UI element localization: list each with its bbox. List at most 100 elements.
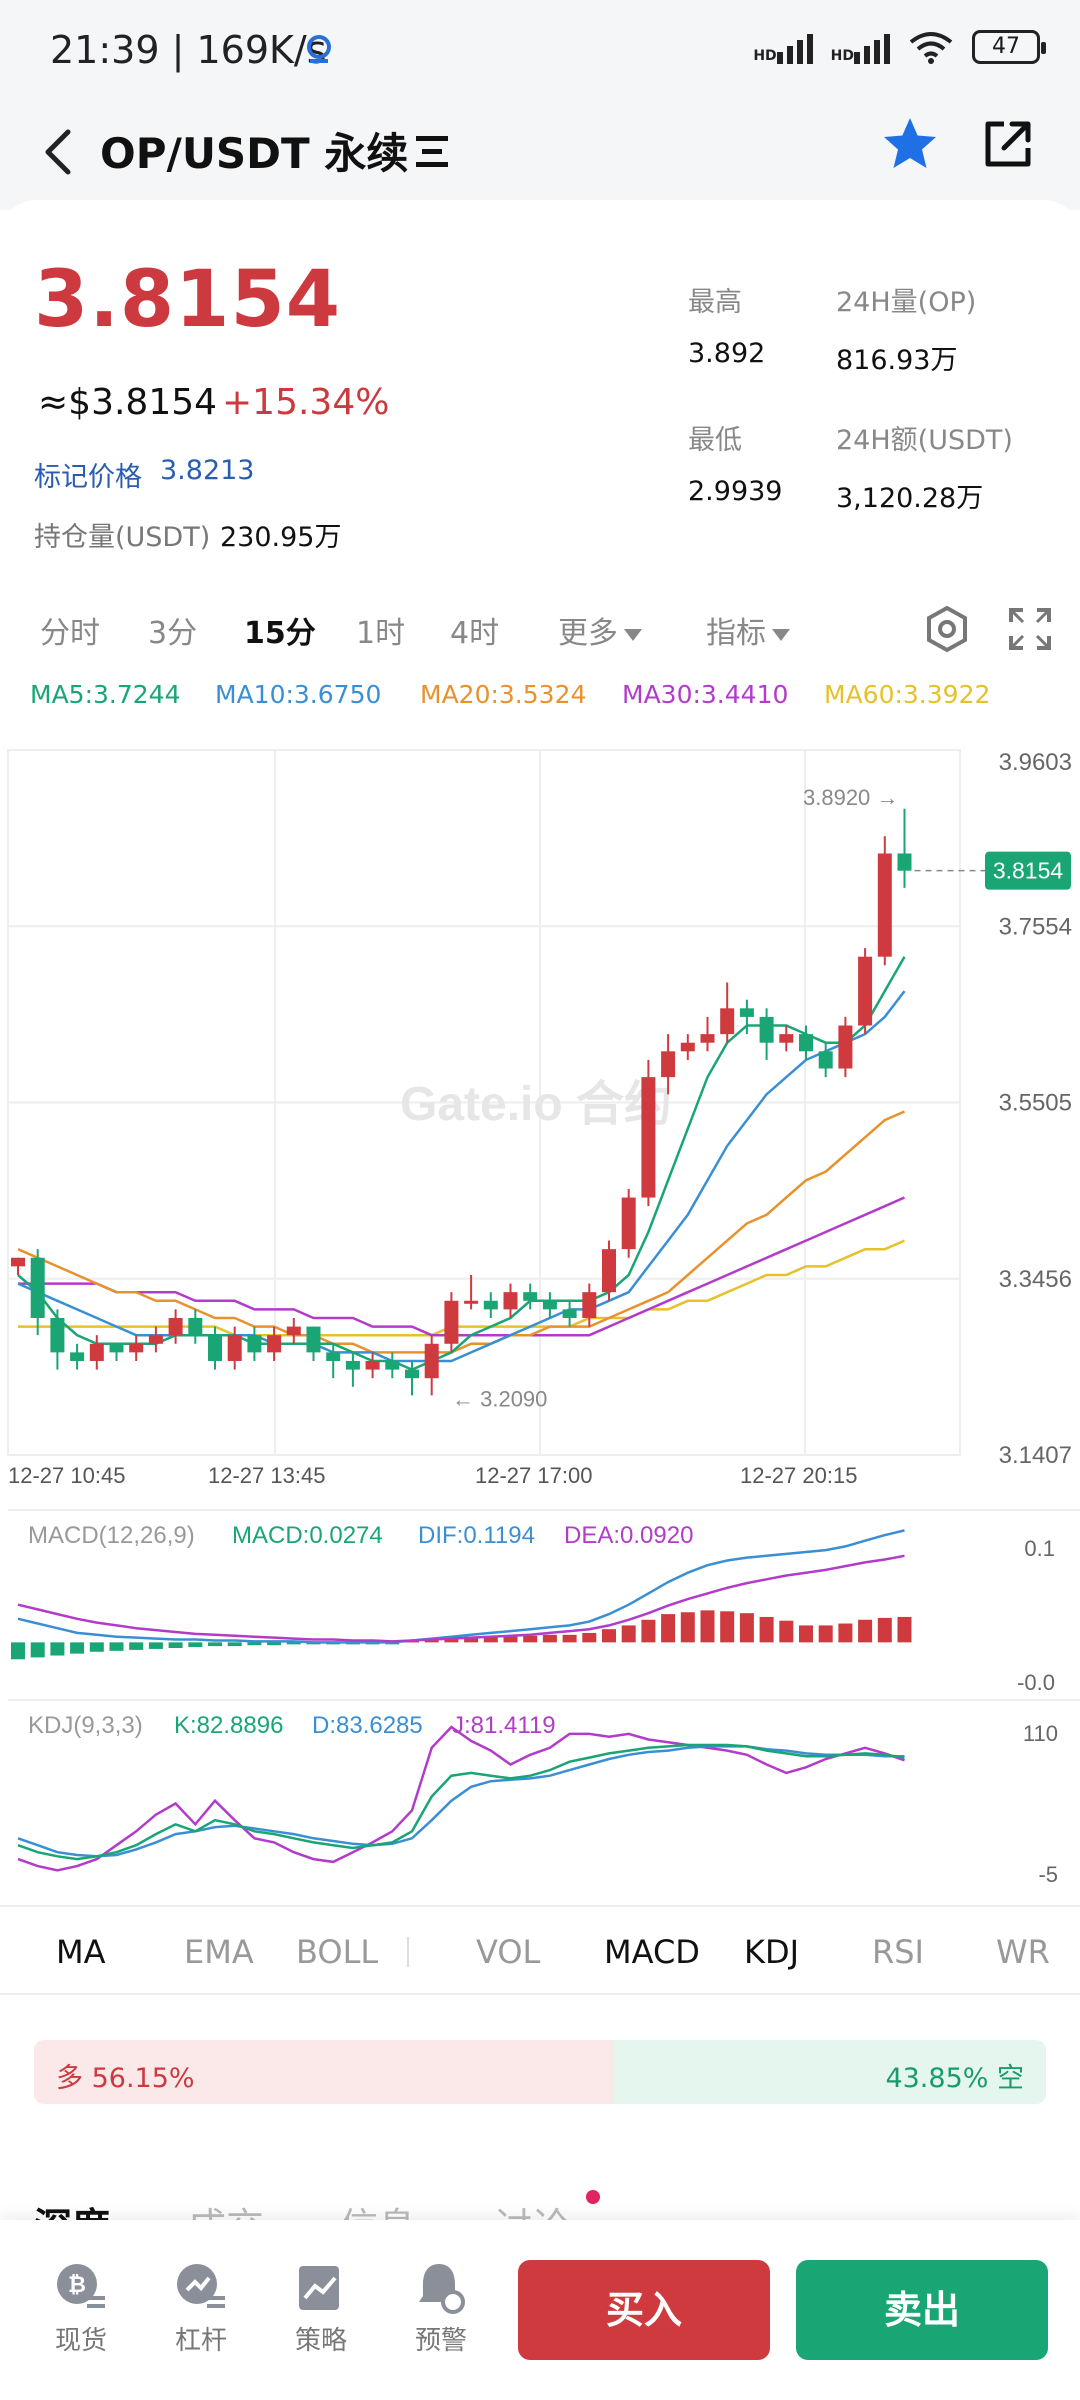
interval-timeline[interactable]: 分时 [40, 616, 100, 651]
fullscreen-icon[interactable] [1005, 604, 1055, 654]
macd-histogram-bar [799, 1625, 813, 1643]
interval-15m[interactable]: 15分 [244, 616, 316, 651]
indicator-tabs: MA EMA BOLL VOL MACD KDJ RSI WR [0, 1905, 1080, 1995]
network-speed: 169K/s [196, 28, 327, 72]
tab-vol[interactable]: VOL [476, 1933, 541, 1971]
interval-3m[interactable]: 3分 [148, 616, 198, 651]
more-intervals-dropdown[interactable]: 更多 [558, 608, 642, 652]
indicator-dropdown[interactable]: 指标 [706, 608, 790, 652]
status-icons: HD HD 47 [753, 30, 1046, 64]
turnover-label: 24H额(USDT) [836, 425, 1013, 456]
macd-histogram-bar [680, 1612, 695, 1643]
macd-histogram-bar [168, 1642, 183, 1648]
candle-body [700, 1034, 715, 1043]
macd-label: MACD(12,26,9) [28, 1522, 195, 1549]
high-price-marker: 3.8920 → [803, 785, 898, 810]
candle-body [227, 1335, 242, 1361]
candle-body [818, 1051, 833, 1069]
ma5-legend: MA5:3.7244 [30, 680, 181, 709]
share-icon[interactable] [976, 112, 1040, 176]
long-short-ratio-bar: 多 56.15% 43.85% 空 [34, 2040, 1046, 2104]
time-axis: 12-27 10:45 12-27 13:45 12-27 17:00 12-27 2… [8, 1463, 857, 1488]
low-label: 最低 [688, 425, 742, 456]
favorite-star-icon[interactable] [878, 112, 942, 176]
nav-alert-label: 预警 [414, 2326, 467, 2356]
macd-histogram-bar [109, 1642, 124, 1651]
macd-histogram-bar [483, 1636, 498, 1643]
x-tick-label: 12-27 17:00 [475, 1463, 592, 1488]
macd-histogram-bar [129, 1642, 144, 1650]
page-title[interactable]: OP/USDT 永续 [100, 129, 409, 178]
tab-macd[interactable]: MACD [604, 1933, 700, 1971]
nav-spot-label: 现货 [54, 2326, 107, 2356]
candle-body [542, 1300, 557, 1310]
last-price: 3.8154 [34, 255, 341, 345]
candle-body [720, 1008, 735, 1035]
macd-histogram-bar [11, 1642, 25, 1660]
interval-1h[interactable]: 1时 [356, 616, 406, 651]
nav-alert[interactable]: 预警 [396, 2260, 486, 2357]
candle-body [562, 1309, 577, 1318]
price-axis: 3.9603 3.7554 3.5505 3.3456 3.1407 [999, 749, 1072, 1469]
bottom-nav: ₿ 现货 杠杆 策略 预警 买入 卖出 [0, 2220, 1080, 2400]
nav-spot[interactable]: ₿ 现货 [36, 2260, 126, 2357]
tab-ma[interactable]: MA [56, 1933, 106, 1971]
price-change-percent: +15.34% [222, 382, 390, 423]
candle-body [109, 1343, 124, 1353]
tab-rsi[interactable]: RSI [872, 1933, 924, 1971]
candlestick-chart[interactable]: Gate.io 合约 3.9603 3.7554 3.5505 3.3456 3.140… [0, 730, 1080, 1900]
macd-histogram-bar [621, 1625, 636, 1643]
candle-body [345, 1360, 360, 1370]
buy-button[interactable]: 买入 [518, 2260, 770, 2360]
status-bar: 21:39 | 169K/s HD HD 47 [0, 0, 1080, 100]
turnover-value: 3,120.28万 [836, 483, 984, 514]
interval-bar: 分时 3分 15分 1时 4时 更多 指标 [0, 580, 1080, 670]
candle-body [89, 1343, 104, 1361]
bitcoin-icon: ₿ [57, 2264, 105, 2308]
macd-histogram-bar [641, 1619, 656, 1643]
short-ratio-label: 43.85% 空 [885, 2063, 1024, 2094]
tab-kdj[interactable]: KDJ [744, 1933, 800, 1971]
macd-histogram-bar [188, 1642, 203, 1648]
chart-settings-icon[interactable] [922, 604, 972, 654]
macd-panel: MACD(12,26,9) MACD:0.0274 DIF:0.1194 DEA:0.… [8, 1509, 1080, 1695]
sell-button[interactable]: 卖出 [796, 2260, 1048, 2360]
tab-wr[interactable]: WR [996, 1933, 1050, 1971]
mark-price-label[interactable]: 标记价格 [34, 462, 142, 493]
candle-body [11, 1257, 25, 1267]
candle-body [621, 1197, 636, 1250]
nav-margin[interactable]: 杠杆 [156, 2260, 246, 2357]
candle-body [326, 1352, 341, 1361]
candle-body [30, 1257, 45, 1318]
dea-line [17, 1554, 905, 1643]
tab-ema[interactable]: EMA [184, 1933, 254, 1971]
macd-histogram-bar [286, 1642, 301, 1645]
candle-body [208, 1335, 222, 1361]
signal-1: HD [753, 30, 813, 64]
candle-body [897, 853, 912, 871]
pair-switch-menu-icon[interactable] [410, 130, 454, 174]
volume-value: 816.93万 [836, 345, 958, 376]
macd-histogram-bar [759, 1616, 774, 1643]
macd-histogram-bar [542, 1634, 557, 1643]
candle-body [168, 1317, 183, 1336]
macd-histogram-bar [602, 1629, 616, 1643]
low-value: 2.9939 [688, 476, 783, 507]
candle-body [838, 1025, 853, 1069]
ma30-line [18, 1196, 906, 1337]
tab-boll[interactable]: BOLL [296, 1933, 379, 1971]
interval-4h[interactable]: 4时 [450, 616, 500, 651]
macd-histogram-bar [562, 1634, 577, 1643]
back-arrow-icon[interactable] [30, 122, 90, 182]
candle-body [385, 1360, 400, 1370]
alert-bell-icon [419, 2264, 465, 2314]
clock: 21:39 [50, 28, 160, 72]
y-tick-label: 3.3456 [999, 1266, 1072, 1293]
signal-label: HD [830, 48, 854, 64]
candle-body [661, 1051, 676, 1078]
nav-strategy[interactable]: 策略 [276, 2260, 366, 2357]
long-ratio-label: 多 56.15% [56, 2063, 195, 2094]
macd-histogram-bar [444, 1637, 459, 1643]
macd-histogram-bar [247, 1642, 262, 1646]
candle-body [779, 1034, 794, 1043]
